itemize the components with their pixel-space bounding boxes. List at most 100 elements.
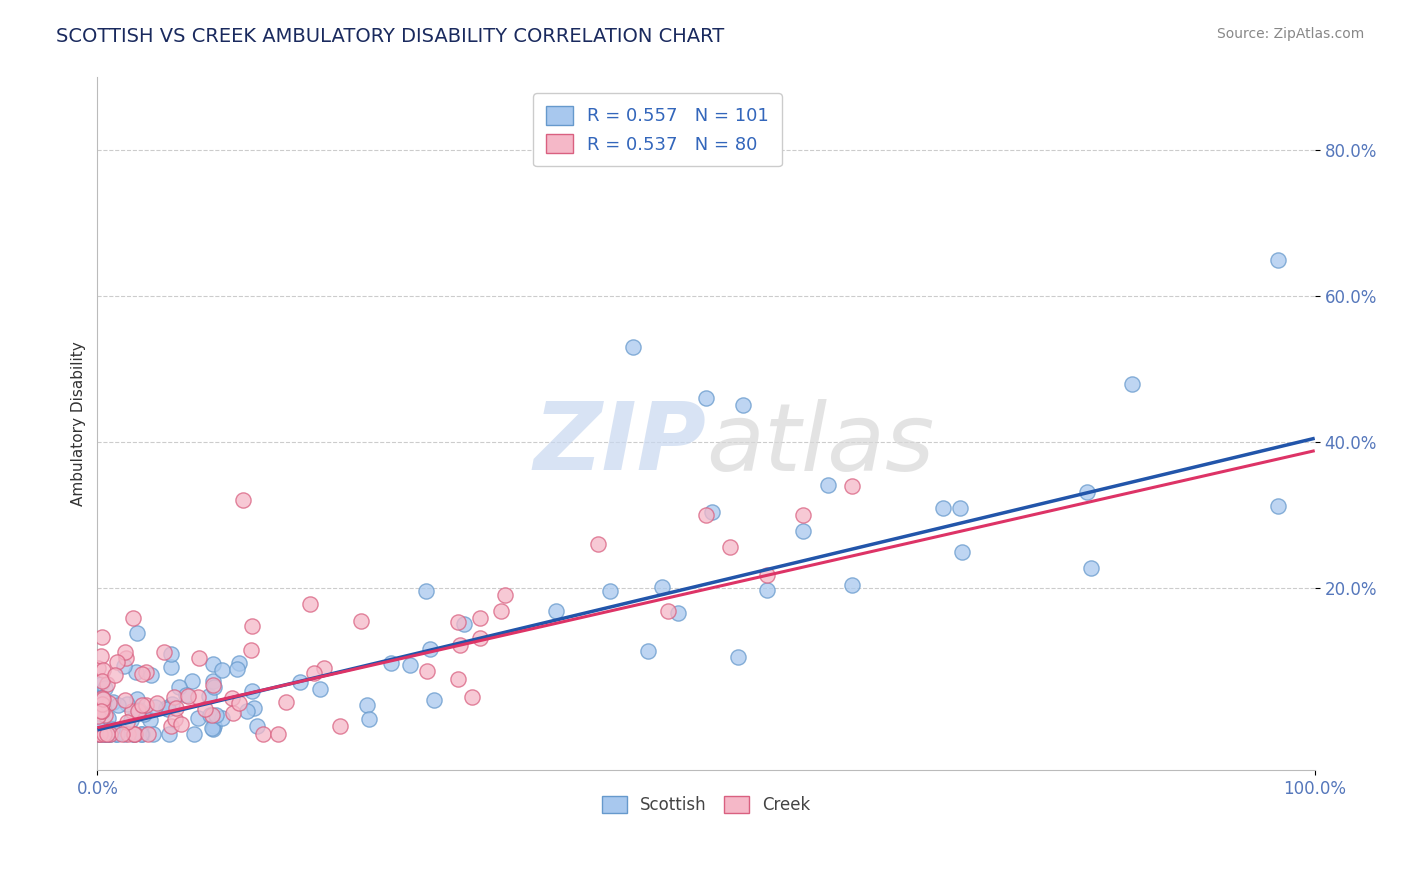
Point <box>90 691 112 706</box>
Point <box>1121 376 1143 391</box>
Point <box>94 726 117 740</box>
Point <box>398 658 420 673</box>
Point <box>135 665 157 679</box>
Point <box>242 700 264 714</box>
Point <box>240 684 263 698</box>
Point <box>309 682 332 697</box>
Point <box>103 668 125 682</box>
Point <box>135 698 157 713</box>
Point <box>101 722 124 736</box>
Point <box>121 713 143 727</box>
Point <box>101 695 124 709</box>
Point <box>89 691 111 706</box>
Point <box>107 698 129 713</box>
Point <box>125 626 148 640</box>
Point <box>176 689 198 703</box>
Point <box>117 726 139 740</box>
Point <box>124 665 146 679</box>
Point <box>449 638 471 652</box>
Point <box>90 691 112 706</box>
Point <box>470 611 492 625</box>
Point <box>755 583 778 598</box>
Point <box>240 619 263 633</box>
Point <box>817 477 839 491</box>
Point <box>122 610 145 624</box>
Point <box>221 691 243 706</box>
Point <box>91 663 114 677</box>
Point <box>169 717 191 731</box>
Point <box>727 649 749 664</box>
Point <box>494 589 516 603</box>
Point <box>637 644 659 658</box>
Point <box>122 726 145 740</box>
Point <box>91 673 114 688</box>
Point <box>718 540 741 554</box>
Point <box>359 712 381 726</box>
Point <box>87 726 110 740</box>
Point <box>329 718 352 732</box>
Point <box>246 719 269 733</box>
Point <box>122 726 145 740</box>
Point <box>93 726 115 740</box>
Point <box>165 712 187 726</box>
Point <box>274 695 297 709</box>
Point <box>87 721 110 735</box>
Point <box>96 726 118 740</box>
Point <box>112 659 135 673</box>
Point <box>96 676 118 690</box>
Point <box>157 726 180 740</box>
Point <box>700 505 723 519</box>
Point <box>87 703 110 717</box>
Point <box>290 674 312 689</box>
Point <box>100 726 122 740</box>
Point <box>115 698 138 712</box>
Point <box>131 667 153 681</box>
Point <box>314 661 336 675</box>
Point <box>1267 252 1289 267</box>
Point <box>792 508 814 522</box>
Point <box>91 630 114 644</box>
Point <box>187 690 209 705</box>
Point <box>232 493 254 508</box>
Point <box>94 726 117 740</box>
Point <box>240 643 263 657</box>
Point <box>350 614 373 628</box>
Point <box>657 604 679 618</box>
Point <box>127 704 149 718</box>
Text: ZIP: ZIP <box>533 399 706 491</box>
Point <box>93 707 115 722</box>
Point <box>489 604 512 618</box>
Point <box>235 704 257 718</box>
Y-axis label: Ambulatory Disability: Ambulatory Disability <box>72 342 86 506</box>
Point <box>177 690 200 704</box>
Point <box>91 722 114 736</box>
Point <box>114 726 136 740</box>
Point <box>128 703 150 717</box>
Point <box>90 677 112 691</box>
Point <box>202 678 225 692</box>
Point <box>87 726 110 740</box>
Point <box>93 681 115 695</box>
Point <box>91 690 114 705</box>
Point <box>89 726 111 740</box>
Point <box>266 726 288 740</box>
Text: Source: ZipAtlas.com: Source: ZipAtlas.com <box>1216 27 1364 41</box>
Point <box>131 726 153 740</box>
Point <box>90 698 112 712</box>
Point <box>139 667 162 681</box>
Point <box>105 726 128 740</box>
Point <box>468 632 491 646</box>
Point <box>461 690 484 705</box>
Point <box>93 726 115 740</box>
Point <box>453 617 475 632</box>
Point <box>194 702 217 716</box>
Point <box>115 714 138 729</box>
Point <box>146 696 169 710</box>
Legend: Scottish, Creek: Scottish, Creek <box>592 786 820 824</box>
Point <box>159 719 181 733</box>
Point <box>160 647 183 661</box>
Point <box>356 698 378 712</box>
Point <box>415 584 437 599</box>
Point <box>586 537 609 551</box>
Point <box>155 701 177 715</box>
